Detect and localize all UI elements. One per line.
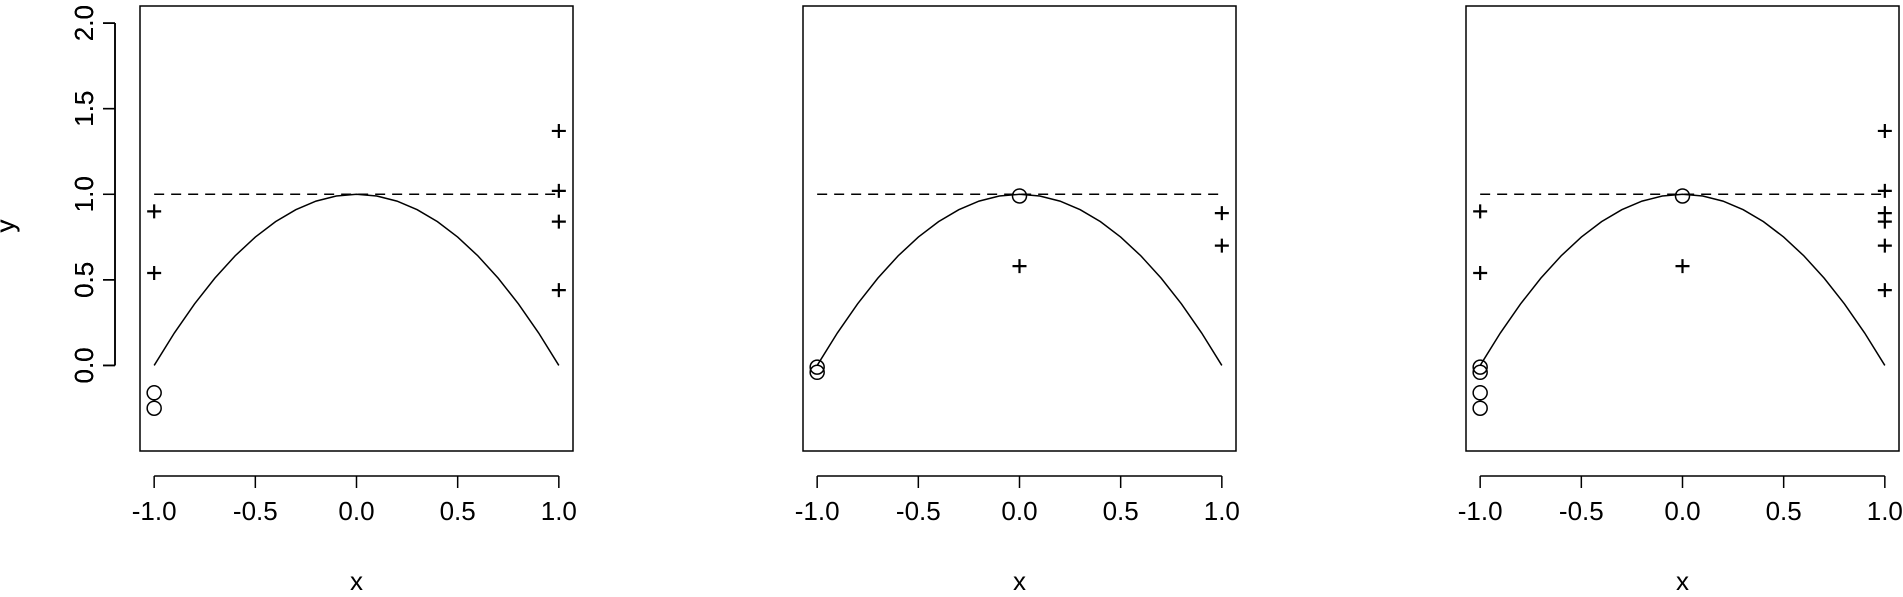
circle-point	[1011, 188, 1028, 204]
x-tick-label: 0.0	[338, 496, 374, 526]
x-tick-label: -1.0	[132, 496, 177, 526]
x-tick-label: 1.0	[541, 496, 577, 526]
plus-point	[551, 283, 566, 298]
curve-line	[153, 193, 560, 366]
plot-frame	[1465, 5, 1900, 452]
plus-point	[1877, 123, 1892, 138]
y-tick-label: 1.0	[69, 176, 99, 212]
x-tick-label: 0.5	[440, 496, 476, 526]
plot-frame	[802, 5, 1237, 452]
y-tick-label: 2.0	[69, 5, 99, 41]
y-tick-label: 0.5	[69, 262, 99, 298]
x-tick-label: -0.5	[896, 496, 941, 526]
y-tick-label: 1.0	[69, 176, 99, 212]
plus-point	[1473, 266, 1488, 280]
plus-point	[1877, 183, 1892, 198]
plus-point	[1877, 238, 1892, 253]
y-axis-title: y	[0, 220, 20, 233]
circle-point	[809, 364, 825, 381]
x-axis-title: x	[1676, 566, 1689, 596]
x-axis-title: x	[350, 566, 363, 596]
circle-point	[1472, 364, 1488, 381]
plus-point	[1877, 214, 1892, 229]
curve-line	[1479, 193, 1886, 366]
y-axis-title: y	[0, 220, 20, 233]
circle-point	[809, 359, 825, 375]
y-tick-label: 0.0	[69, 347, 99, 383]
plus-point	[1012, 259, 1027, 274]
y-tick-label: 1.5	[69, 91, 99, 127]
y-tick-label: 0.5	[69, 262, 99, 298]
x-tick-label: -0.5	[1559, 496, 1604, 526]
y-tick-label: 1.5	[69, 91, 99, 127]
plus-point	[147, 204, 162, 219]
circle-point	[1472, 400, 1488, 416]
circle-point	[1472, 385, 1488, 401]
circle-point	[146, 400, 162, 416]
chart-panel-2: -1.0 -0.5 0.0 0.5 1.0 0.0 0.5 1.0 1.5 2.0 x y	[0, 5, 1240, 596]
circle-point	[1674, 188, 1691, 204]
x-axis-title: x	[1013, 566, 1026, 596]
plot-frame	[139, 5, 574, 452]
y-tick-label: 2.0	[69, 5, 99, 41]
plus-point	[551, 214, 566, 229]
plus-point	[1214, 238, 1229, 253]
plus-point	[147, 266, 162, 280]
plus-point	[1473, 204, 1488, 219]
y-tick-label: 1.0	[69, 176, 99, 212]
y-tick-label: 1.5	[69, 91, 99, 127]
x-tick-label: 0.5	[1766, 496, 1802, 526]
plus-point	[1214, 206, 1229, 221]
plus-point	[551, 123, 566, 138]
x-tick-label: 1.0	[1867, 496, 1903, 526]
y-tick-label: 0.5	[69, 262, 99, 298]
y-tick-label: 0.0	[69, 347, 99, 383]
x-tick-label: 0.0	[1664, 496, 1700, 526]
x-tick-label: 1.0	[1204, 496, 1240, 526]
y-axis-title: y	[0, 220, 20, 233]
plus-point	[1877, 283, 1892, 298]
x-tick-label: -0.5	[233, 496, 278, 526]
circle-point	[1472, 359, 1488, 375]
chart-panel-3: -1.0 -0.5 0.0 0.5 1.0 0.0 0.5 1.0 1.5 2.0 x y	[0, 5, 1903, 596]
circle-point	[146, 385, 162, 401]
y-tick-label: 2.0	[69, 5, 99, 41]
x-tick-label: 0.0	[1001, 496, 1037, 526]
curve-line	[816, 193, 1223, 366]
plus-point	[1675, 259, 1690, 274]
y-tick-label: 0.0	[69, 347, 99, 383]
x-tick-label: -1.0	[1458, 496, 1503, 526]
plus-point	[551, 183, 566, 198]
x-tick-label: 0.5	[1103, 496, 1139, 526]
x-tick-label: -1.0	[795, 496, 840, 526]
